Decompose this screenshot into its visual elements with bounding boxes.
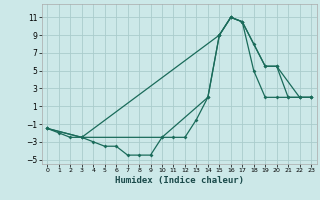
X-axis label: Humidex (Indice chaleur): Humidex (Indice chaleur) [115, 176, 244, 185]
